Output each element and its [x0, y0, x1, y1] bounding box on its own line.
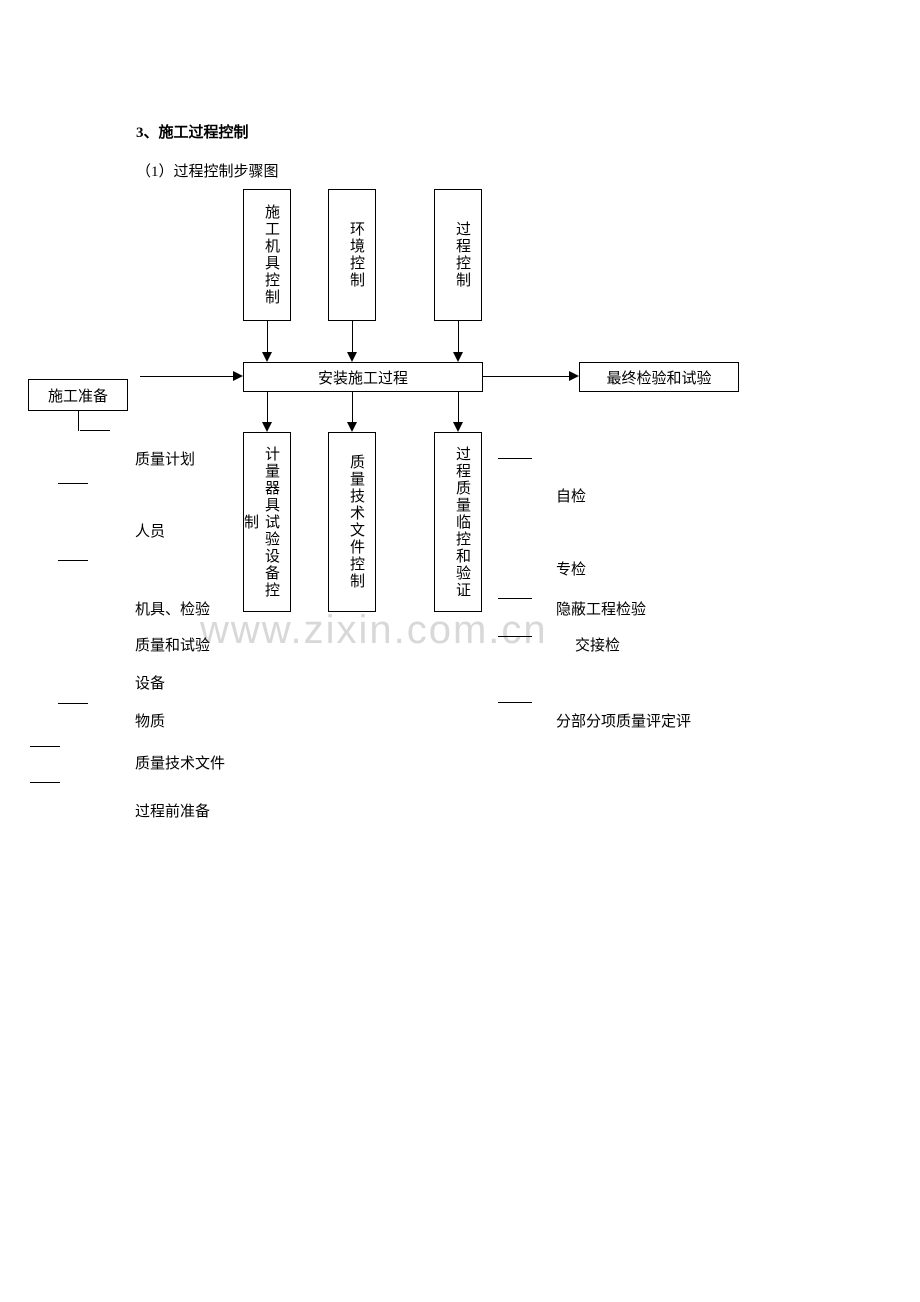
left-item-label: 过程前准备 — [135, 800, 210, 821]
right-item-label: 自检 — [556, 485, 586, 506]
tick-mark — [498, 636, 532, 637]
left-item-label: 质量技术文件 — [135, 752, 225, 773]
right-item-label: 专检 — [556, 558, 586, 579]
tick-mark — [58, 703, 88, 704]
arrow-line — [267, 321, 268, 352]
right-item-label: 隐蔽工程检验 — [556, 598, 646, 619]
node-bot3: 过程质量临控和验证 — [434, 432, 482, 612]
arrow-line — [140, 376, 233, 377]
tick-mark — [58, 560, 88, 561]
arrow-head — [262, 352, 272, 362]
node-bot1: 计量器具试验设备控制 — [243, 432, 291, 612]
arrow-line — [458, 321, 459, 352]
left-item-label: 质量和试验 — [135, 634, 210, 655]
node-right: 最终检验和试验 — [579, 362, 739, 392]
node-top1: 施工机具控制 — [243, 189, 291, 321]
tick-mark — [58, 483, 88, 484]
tick-mark — [30, 746, 60, 747]
arrow-head — [347, 422, 357, 432]
arrow-line — [352, 392, 353, 422]
tick-mark — [498, 598, 532, 599]
tick-mark — [498, 458, 532, 459]
watermark: www.zixin.com.cn — [200, 608, 548, 653]
arrow-line — [352, 321, 353, 352]
node-top2: 环境控制 — [328, 189, 376, 321]
arrow-head — [453, 422, 463, 432]
tick-mark — [80, 430, 110, 431]
node-top3: 过程控制 — [434, 189, 482, 321]
left-item-label: 机具、检验 — [135, 598, 210, 619]
arrow-head — [453, 352, 463, 362]
arrow-head — [233, 371, 243, 381]
node-center: 安装施工过程 — [243, 362, 483, 392]
node-left: 施工准备 — [28, 379, 128, 411]
arrow-line — [483, 376, 569, 377]
tick-mark — [498, 702, 532, 703]
left-item-label: 质量计划 — [135, 448, 195, 469]
section-subheading: （1）过程控制步骤图 — [136, 160, 279, 181]
left-item-label: 设备 — [135, 672, 165, 693]
left-item-label: 物质 — [135, 710, 165, 731]
right-item-label: 交接检 — [575, 634, 620, 655]
arrow-line — [267, 392, 268, 422]
arrow-head — [262, 422, 272, 432]
arrow-head — [347, 352, 357, 362]
connector-line — [78, 411, 79, 431]
arrow-head — [569, 371, 579, 381]
arrow-line — [458, 392, 459, 422]
left-item-label: 人员 — [135, 520, 165, 541]
tick-mark — [30, 782, 60, 783]
section-heading: 3、施工过程控制 — [136, 121, 249, 142]
right-item-label: 分部分项质量评定评 — [556, 710, 691, 731]
node-bot2: 质量技术文件控制 — [328, 432, 376, 612]
